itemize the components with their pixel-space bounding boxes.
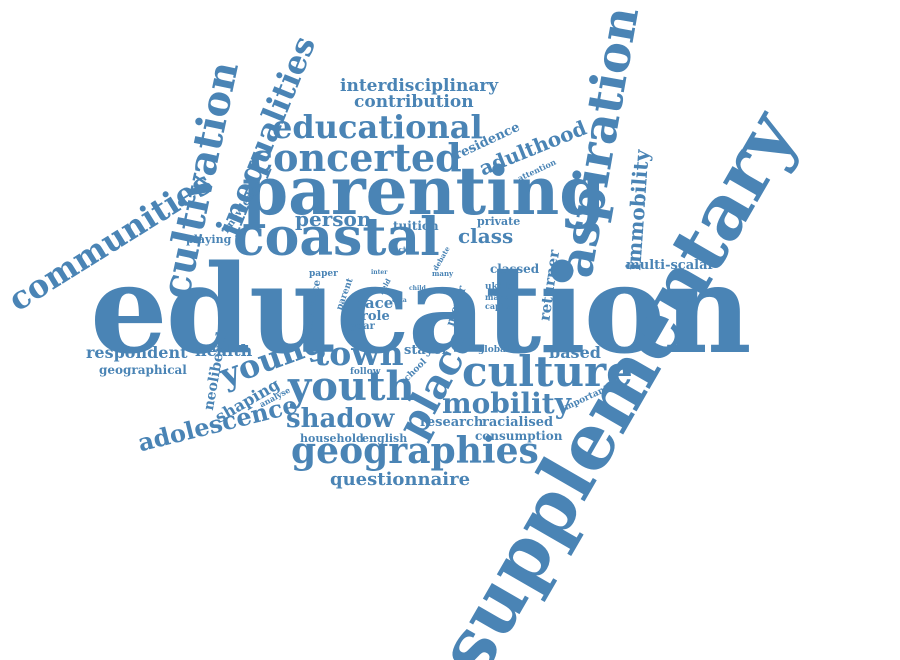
word-private: private	[477, 215, 521, 228]
word-racialised: racialised	[482, 415, 554, 430]
word-respondent: respondent	[86, 343, 188, 362]
word-ukhls: ukhls	[485, 282, 513, 292]
word-data: data	[392, 297, 407, 304]
word-consumption: consumption	[475, 429, 563, 443]
word-geographical: geographical	[99, 363, 187, 377]
word-health: health	[195, 341, 253, 360]
word-race: race	[357, 294, 394, 312]
word-household: household	[300, 432, 364, 445]
word-culture: culture	[462, 347, 633, 396]
word-social: social	[390, 245, 413, 254]
word-follow: follow	[350, 367, 381, 377]
word-inter: inter	[371, 269, 388, 276]
word-education: education	[90, 237, 752, 381]
word-capital: capital	[485, 301, 516, 311]
word-mobility: mobility	[442, 387, 571, 420]
word-tuition: tuition	[393, 219, 439, 233]
word-concerted: concerted	[250, 135, 462, 180]
word-geographies: geographies	[291, 430, 539, 472]
word-class: class	[458, 224, 514, 248]
word-classed: classed	[490, 262, 540, 276]
word-questionnaire: questionnaire	[330, 469, 471, 490]
word-paper: paper	[309, 269, 338, 279]
word-english: english	[362, 432, 408, 445]
word-year: year	[351, 321, 375, 332]
word-role: role	[361, 309, 390, 324]
word-contribution: contribution	[354, 92, 474, 112]
word-parenting: parenting	[242, 152, 606, 230]
word-coastal: coastal	[233, 207, 440, 268]
word-multi-scalar: multi-scalar	[626, 258, 715, 273]
word-global: global	[478, 345, 510, 355]
word-child: child	[409, 285, 426, 292]
word-many: many	[432, 269, 454, 278]
word-town: town	[314, 334, 404, 373]
word-person: person	[295, 207, 372, 231]
word-shadow: shadow	[286, 404, 395, 434]
word-stayer: stayer	[404, 343, 449, 358]
word-educational: educational	[272, 108, 483, 146]
word-research: research	[420, 415, 484, 430]
word-based: based	[549, 343, 601, 362]
word-playing: playing	[186, 233, 232, 246]
word-interdisciplinary: interdisciplinary	[340, 76, 499, 96]
word-market: market	[485, 292, 518, 302]
word-youth: youth	[288, 363, 415, 410]
